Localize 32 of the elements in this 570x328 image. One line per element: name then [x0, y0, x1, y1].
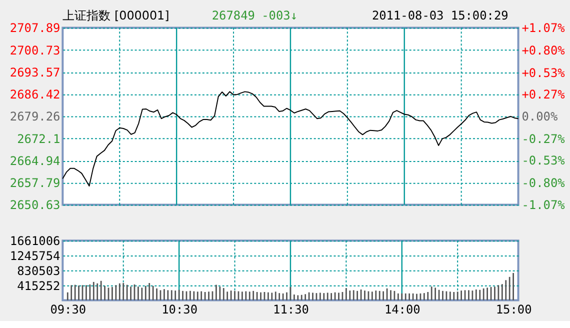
chart-title: 上证指数 [000001]: [62, 8, 170, 23]
y2-tick-label: -1.07%: [522, 198, 565, 212]
x-tick-label: 10:30: [162, 302, 198, 317]
x-tick-label: 15:00: [496, 302, 532, 317]
x-tick-label: 09:30: [50, 302, 86, 317]
y2-tick-label: +0.27%: [522, 87, 565, 102]
y2-tick-label: 0.00%: [522, 110, 558, 124]
y-tick-label: 2672.1: [17, 132, 60, 146]
y-tick-label: 2657.79: [10, 176, 60, 190]
text: -003↓: [262, 8, 298, 23]
y-tick-label: 2693.57: [10, 65, 60, 80]
y-tick-label: 2707.89: [10, 21, 60, 36]
y-tick-label: 2686.42: [10, 88, 60, 102]
line-series: [62, 91, 519, 186]
x-tick-label: 14:00: [384, 302, 420, 317]
y-tick-label: 2679.26: [10, 110, 60, 124]
x-tick-label: 11:30: [273, 302, 309, 317]
y-tick-label: 2700.73: [10, 43, 60, 58]
y2-tick-label: -0.80%: [522, 176, 565, 190]
text: 267849: [212, 8, 255, 23]
y-tick-label: 1661006: [10, 234, 60, 248]
y2-tick-label: -0.53%: [522, 154, 565, 168]
text: 2011-08-03 15:00:29: [372, 8, 508, 23]
y-tick-label: 415252: [17, 278, 60, 293]
y2-tick-label: +0.80%: [522, 44, 565, 58]
y-tick-label: 1245754: [10, 248, 60, 263]
y-tick-label: 2650.63: [10, 198, 60, 212]
y-tick-label: 830503: [17, 264, 60, 278]
y-tick-label: 2664.94: [10, 154, 60, 168]
y2-tick-label: +0.53%: [522, 66, 565, 80]
y2-tick-label: +1.07%: [522, 21, 565, 36]
y2-tick-label: -0.27%: [522, 132, 565, 146]
